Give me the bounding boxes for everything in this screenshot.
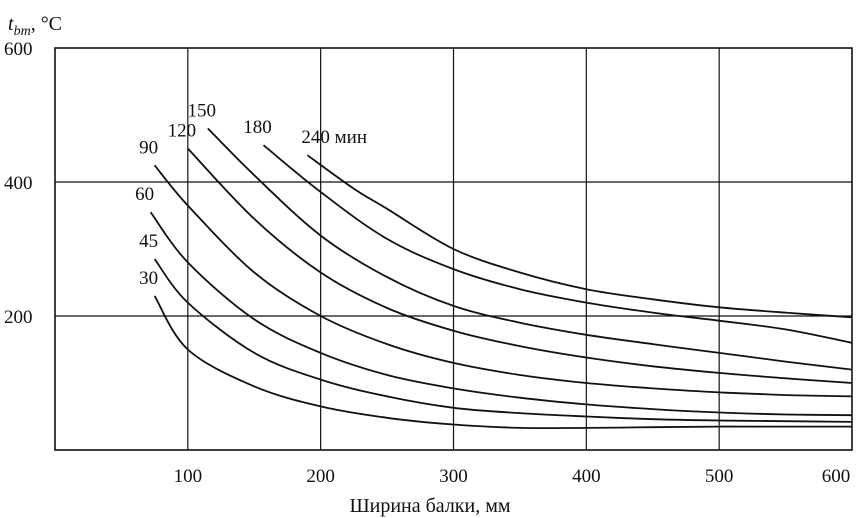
series-label-4: 120	[168, 121, 197, 142]
y-tick-label: 600	[4, 39, 33, 60]
series-line-1	[153, 258, 853, 423]
y-tick-label: 200	[4, 307, 33, 328]
y-axis-title-sub: bm	[14, 24, 31, 39]
series-line-3	[153, 164, 853, 398]
series-line-2	[149, 211, 853, 417]
series-label-2: 60	[135, 184, 154, 205]
plot-frame	[54, 47, 853, 451]
x-tick-label: 400	[572, 466, 601, 487]
x-tick-label: 200	[306, 466, 335, 487]
x-tick-label: 600	[822, 466, 851, 487]
x-tick-label: 100	[174, 466, 203, 487]
series-label-6: 180	[243, 117, 272, 138]
series-label-7: 240 мин	[301, 127, 367, 148]
y-axis-title-main: t	[8, 13, 14, 35]
grid	[55, 48, 852, 450]
y-tick-label: 400	[4, 173, 33, 194]
x-tick-label: 500	[705, 466, 734, 487]
series-line-5	[207, 127, 853, 371]
series-line-4	[187, 147, 853, 384]
tick-labels: 100 200 300 400 500 600 200 400 600	[4, 39, 850, 487]
x-axis-title: Ширина балки, мм	[349, 495, 510, 517]
y-axis-title-unit: , °C	[31, 13, 62, 35]
series-label-0: 30	[139, 268, 158, 289]
series-line-0	[153, 295, 852, 430]
x-tick-label: 300	[439, 466, 468, 487]
series-label-3: 90	[139, 137, 158, 158]
y-axis-title: tbm, °C	[8, 13, 62, 39]
curves	[149, 127, 853, 430]
series-line-6	[262, 144, 853, 344]
series-label-1: 45	[139, 231, 158, 252]
series-label-5: 150	[188, 100, 217, 121]
series-line-7	[306, 154, 853, 319]
